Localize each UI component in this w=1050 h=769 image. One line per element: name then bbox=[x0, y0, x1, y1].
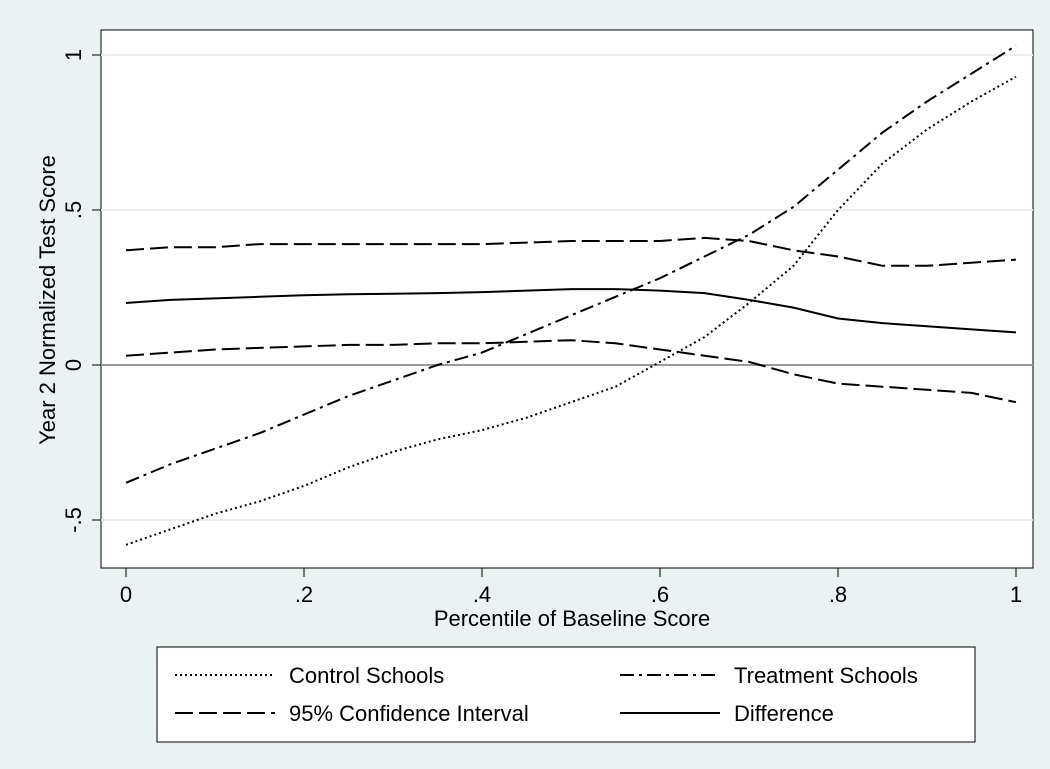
x-tick-label: .8 bbox=[829, 582, 847, 607]
grid-lines bbox=[101, 54, 1033, 521]
legend-label: Treatment Schools bbox=[734, 663, 918, 688]
x-tick-label: 1 bbox=[1010, 582, 1022, 607]
legend-label: Difference bbox=[734, 701, 834, 726]
x-tick-label: .2 bbox=[295, 582, 313, 607]
x-tick-label: .4 bbox=[473, 582, 491, 607]
legend-label: Control Schools bbox=[289, 663, 444, 688]
series-line bbox=[125, 339, 1017, 404]
series-lines bbox=[125, 44, 1017, 546]
x-axis-label: Percentile of Baseline Score bbox=[434, 606, 710, 631]
legend: Control Schools Treatment Schools 95% Conf… bbox=[156, 646, 976, 743]
plot-area bbox=[100, 29, 1034, 569]
x-tick-label: .6 bbox=[651, 582, 669, 607]
legend-label: 95% Confidence Interval bbox=[289, 701, 529, 726]
series-line bbox=[125, 236, 1017, 267]
y-tick-label: -.5 bbox=[61, 507, 86, 533]
y-tick-label: 1 bbox=[61, 49, 86, 61]
x-tick-label: 0 bbox=[120, 582, 132, 607]
y-axis-label: Year 2 Normalized Test Score bbox=[35, 155, 60, 445]
series-line bbox=[125, 44, 1017, 484]
y-tick-label: .5 bbox=[61, 201, 86, 219]
axes: -.5 0 .5 1 0 .2 .4 .6 .8 1 bbox=[61, 49, 1022, 607]
series-line bbox=[125, 288, 1017, 334]
y-tick-label: 0 bbox=[61, 359, 86, 371]
series-line bbox=[125, 75, 1017, 546]
legend-box bbox=[156, 646, 976, 743]
